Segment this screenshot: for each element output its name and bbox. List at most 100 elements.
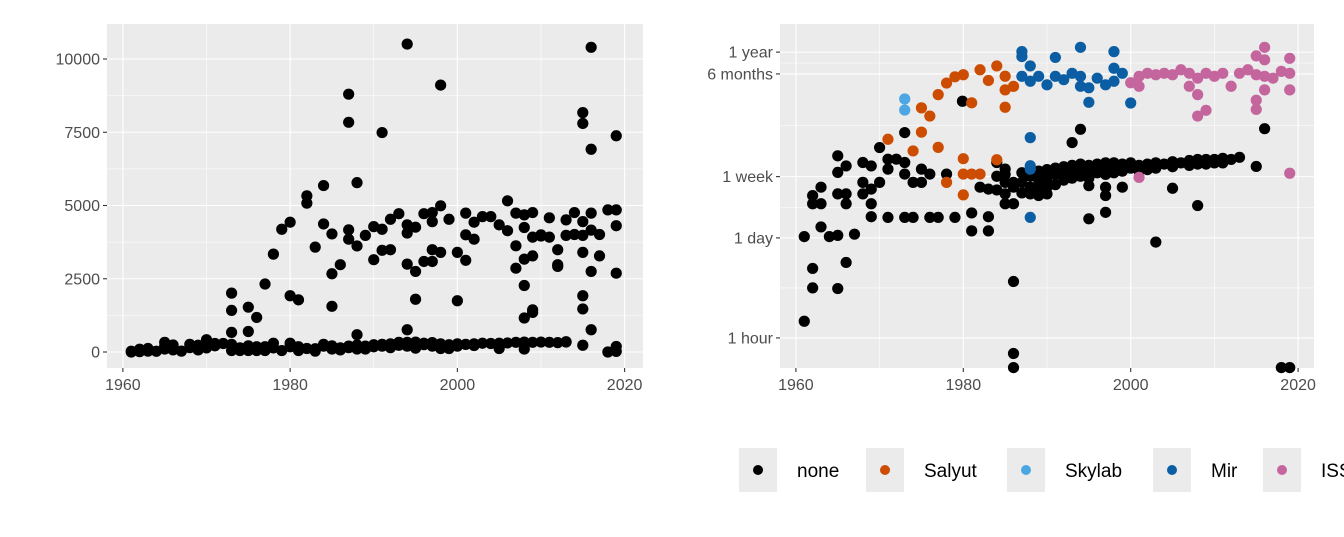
y-tick-label: 0 [91, 345, 100, 362]
data-point-none [865, 160, 877, 172]
data-point-salyut [974, 168, 986, 180]
data-point [476, 337, 489, 349]
data-point-none [982, 225, 995, 237]
data-point-skylab [899, 93, 911, 105]
data-point [510, 240, 522, 252]
data-point [518, 279, 530, 292]
data-point-none [1016, 167, 1028, 179]
data-point-mir [1041, 79, 1053, 91]
data-point-iss [1284, 67, 1296, 79]
data-point-none [974, 181, 986, 193]
data-point-none [1099, 168, 1112, 181]
data-point [200, 342, 213, 354]
data-point-none [932, 211, 944, 223]
x-tick-label: 2000 [440, 377, 476, 394]
data-point-mir [1049, 51, 1061, 64]
data-point [451, 246, 463, 258]
data-point-none [1141, 163, 1154, 176]
data-point [485, 211, 497, 223]
data-point [192, 342, 204, 354]
data-point-mir [1091, 72, 1103, 84]
data-point-iss [1217, 67, 1229, 79]
data-point-mir [1024, 163, 1036, 175]
data-point [468, 233, 480, 245]
data-point-mir [1058, 74, 1070, 86]
data-point-none [1225, 153, 1237, 166]
x-tick-label: 1960 [105, 377, 141, 394]
data-point-none [1150, 162, 1162, 174]
y-tick-label: 1 week [722, 169, 774, 186]
data-point [384, 213, 397, 225]
data-point-none [1041, 172, 1053, 184]
data-point-none [815, 198, 827, 210]
data-point [368, 254, 380, 266]
data-point-mir [1033, 70, 1045, 82]
data-point [610, 220, 622, 232]
data-point [284, 290, 296, 302]
data-point [610, 267, 622, 279]
data-point-none [1058, 174, 1070, 186]
data-point-none [1049, 168, 1061, 181]
data-point [393, 208, 405, 220]
data-point [200, 334, 213, 346]
data-point-iss [1133, 171, 1145, 183]
data-point-mir [1074, 70, 1087, 82]
data-point-none [857, 176, 869, 188]
data-point-mir [1024, 75, 1036, 87]
data-point [602, 346, 614, 358]
data-point [267, 248, 280, 260]
data-point-none [915, 163, 928, 175]
data-point [284, 216, 296, 228]
data-point-iss [1259, 41, 1271, 53]
data-point-none [1233, 151, 1246, 163]
data-point [460, 207, 472, 219]
data-point-none [1259, 123, 1271, 135]
data-point-none [840, 256, 852, 269]
data-point-none [899, 156, 911, 169]
data-point [585, 143, 597, 155]
data-point [409, 221, 422, 233]
data-point-salyut [915, 102, 928, 114]
data-point [251, 311, 263, 324]
data-point [351, 240, 363, 252]
data-point-none [999, 198, 1011, 210]
data-point [577, 107, 589, 119]
data-point [309, 241, 321, 253]
data-point [376, 223, 388, 235]
data-point [225, 304, 238, 316]
data-point-salyut [932, 89, 944, 101]
data-point [518, 221, 530, 234]
data-point-none [1007, 181, 1020, 193]
data-point [409, 265, 422, 278]
data-point-mir [1024, 60, 1036, 72]
data-point [234, 344, 246, 357]
y-tick-label: 10000 [56, 52, 101, 69]
data-point [343, 224, 355, 236]
data-point-salyut [966, 168, 978, 180]
data-point [460, 229, 472, 241]
data-point-iss [1200, 104, 1212, 116]
data-point-salyut [940, 176, 953, 188]
data-point-none [1007, 361, 1020, 374]
x-tick-label: 2020 [1280, 377, 1316, 394]
data-point-salyut [907, 145, 919, 157]
data-point [527, 336, 539, 348]
data-point-salyut [966, 97, 978, 109]
data-point [585, 41, 597, 53]
data-point-none [1091, 167, 1103, 179]
data-point [585, 265, 597, 278]
data-point [518, 343, 530, 355]
data-point-mir [1074, 80, 1087, 92]
data-point [451, 295, 463, 307]
data-point-none [807, 262, 819, 275]
data-point [510, 262, 522, 274]
data-point-iss [1125, 77, 1137, 89]
data-point-none [832, 150, 844, 162]
data-point-none [815, 181, 827, 193]
data-point-mir [1083, 82, 1095, 94]
data-point [568, 206, 581, 219]
data-point [343, 233, 355, 245]
data-point [326, 300, 338, 312]
data-point [552, 337, 564, 349]
